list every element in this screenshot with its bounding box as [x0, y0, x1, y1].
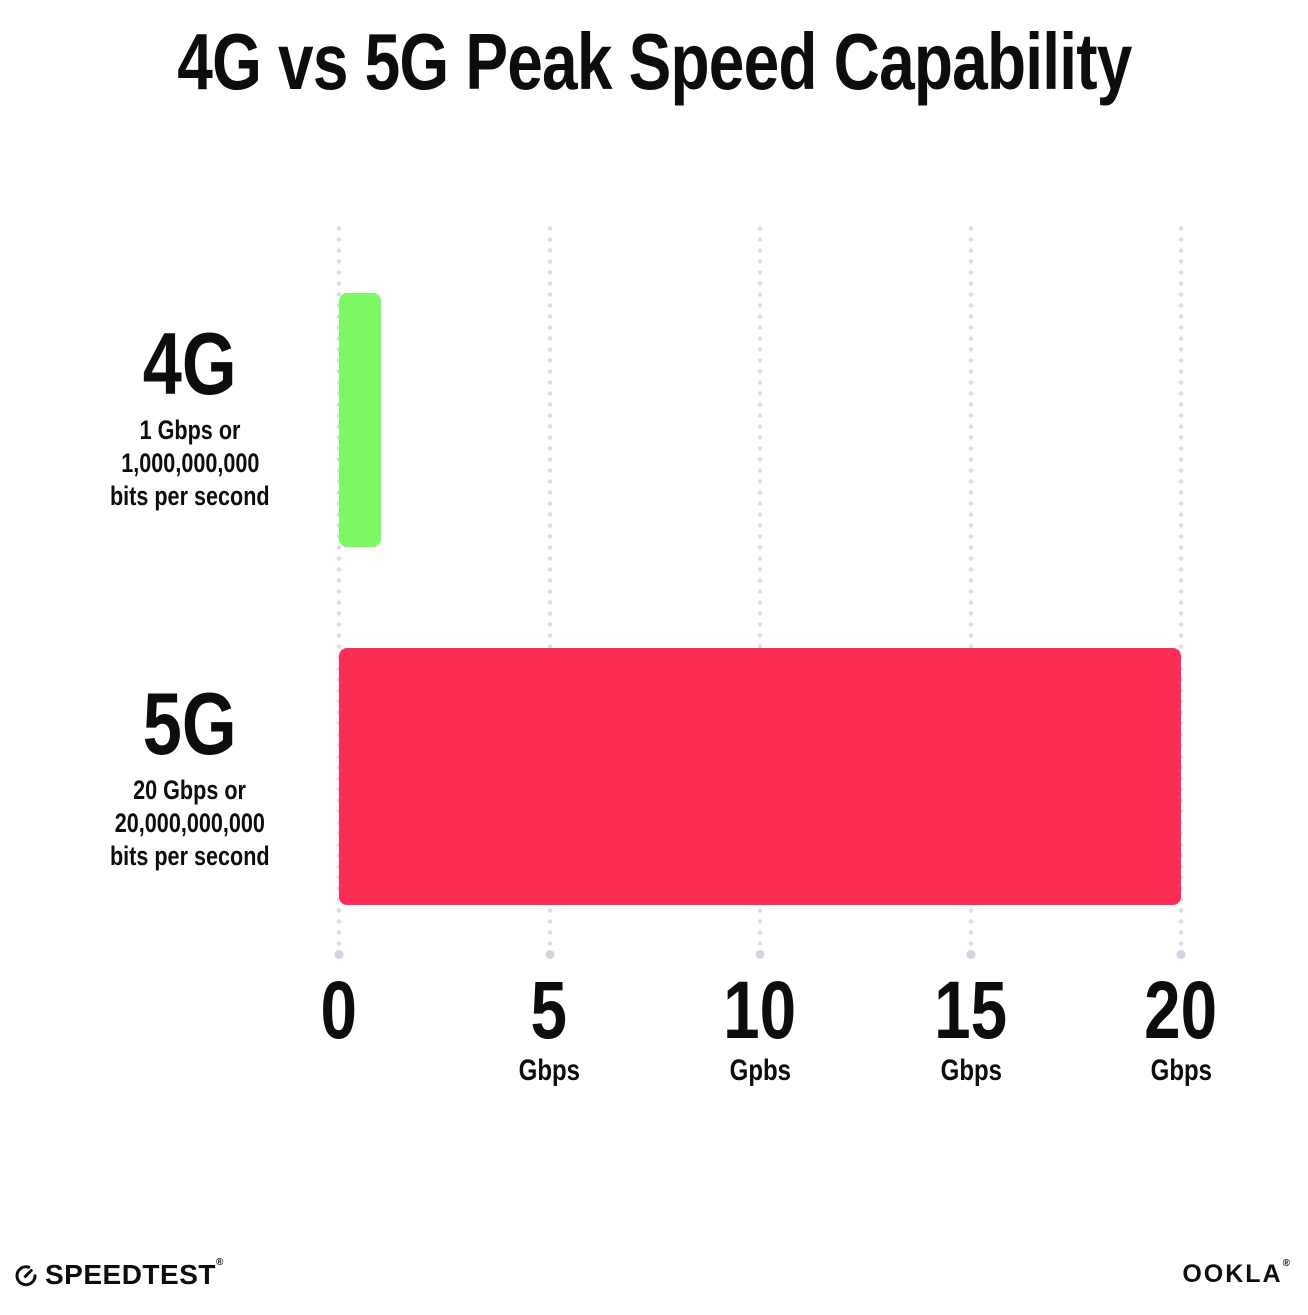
- speedometer-icon: [15, 1265, 37, 1287]
- bar-5g: [339, 648, 1181, 905]
- x-tick-15: 15 Gbps: [821, 970, 1121, 1086]
- row-label-4g-description: 1 Gbps or 1,000,000,000 bits per second: [55, 414, 325, 513]
- x-tick-10-value: 10: [723, 965, 797, 1056]
- row-label-5g-description: 20 Gbps or 20,000,000,000 bits per secon…: [55, 774, 325, 873]
- chart-title-text: 4G vs 5G Peak Speed Capability: [176, 17, 1132, 106]
- x-tick-5-unit: Gbps: [518, 1054, 580, 1087]
- row-label-5g-desc-line3: bits per second: [110, 841, 270, 871]
- row-label-4g-name: 4G: [143, 314, 237, 413]
- x-tick-0-value: 0: [320, 965, 358, 1056]
- x-tick-5: 5 Gbps: [399, 970, 699, 1086]
- speedtest-logo: SPEEDTEST®: [14, 1257, 224, 1291]
- row-label-4g-desc-line2: 1,000,000,000: [120, 448, 260, 478]
- gridline-0: [336, 223, 342, 955]
- row-label-4g: 4G 1 Gbps or 1,000,000,000 bits per seco…: [55, 320, 325, 513]
- x-tick-10-unit: Gpbs: [729, 1054, 791, 1087]
- row-label-4g-desc-line1: 1 Gbps or: [139, 415, 241, 445]
- x-tick-15-unit: Gbps: [940, 1054, 1002, 1087]
- row-label-5g-name: 5G: [143, 674, 237, 773]
- row-label-5g-desc-line1: 20 Gbps or: [133, 775, 247, 805]
- gridline-15: [967, 223, 974, 955]
- ookla-trademark: ®: [1282, 1258, 1292, 1269]
- row-label-5g-desc-line2: 20,000,000,000: [114, 808, 266, 838]
- x-tick-20-value: 20: [1144, 965, 1218, 1056]
- speedtest-trademark: ®: [215, 1257, 224, 1268]
- x-tick-0: 0: [189, 970, 489, 1086]
- bar-4g: [339, 293, 382, 547]
- x-tick-10: 10 Gpbs: [610, 970, 910, 1086]
- ookla-wordmark: OOKLA: [1182, 1260, 1283, 1288]
- x-tick-20-unit: Gbps: [1150, 1054, 1212, 1087]
- x-tick-15-value: 15: [934, 965, 1008, 1056]
- chart-title: 4G vs 5G Peak Speed Capability: [0, 20, 1308, 104]
- row-label-4g-desc-line3: bits per second: [110, 481, 270, 511]
- row-label-5g: 5G 20 Gbps or 20,000,000,000 bits per se…: [55, 680, 325, 873]
- gridline-5: [546, 223, 553, 955]
- gridline-20: [1178, 223, 1184, 955]
- x-tick-20: 20 Gbps: [1031, 970, 1308, 1086]
- ookla-logo: OOKLA®: [1182, 1258, 1292, 1289]
- plot-area: [336, 223, 1184, 955]
- gridline-10: [757, 223, 763, 955]
- x-tick-5-value: 5: [530, 965, 568, 1056]
- speedtest-wordmark: SPEEDTEST®: [45, 1257, 224, 1290]
